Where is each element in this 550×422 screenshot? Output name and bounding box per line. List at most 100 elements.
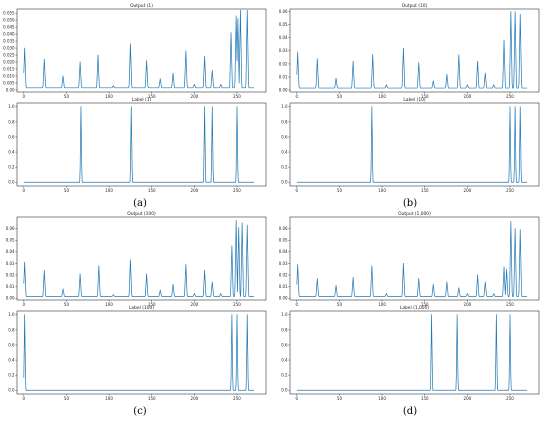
y-tick-label: 0.6 xyxy=(8,134,15,139)
x-tick-label: 0 xyxy=(296,302,299,307)
y-tick-label: 0.03 xyxy=(279,48,288,53)
x-tick-label: 100 xyxy=(378,302,386,307)
data-point xyxy=(514,228,516,229)
data-point xyxy=(371,106,373,108)
y-tick-label: 0.05 xyxy=(279,238,288,243)
y-tick-label: 0.00 xyxy=(6,296,15,301)
data-point xyxy=(237,18,239,20)
data-point xyxy=(231,314,233,316)
y-tick-label: 0.06 xyxy=(279,9,288,14)
x-tick-label: 0 xyxy=(23,94,26,99)
y-tick-label: 0.4 xyxy=(281,357,288,362)
y-tick-label: 0.05 xyxy=(279,22,288,27)
data-point xyxy=(493,293,495,294)
data-point xyxy=(418,62,420,63)
x-tick-label: 150 xyxy=(148,188,156,193)
data-point xyxy=(493,84,495,86)
x-tick-label: 200 xyxy=(464,396,472,401)
y-tick-label: 0.01 xyxy=(279,284,288,289)
data-point xyxy=(159,78,161,80)
x-tick-label: 200 xyxy=(464,94,472,99)
data-point xyxy=(62,288,64,290)
data-point xyxy=(297,264,299,265)
plot-frame xyxy=(289,310,540,395)
series-line xyxy=(23,314,255,391)
data-point xyxy=(194,293,195,294)
data-point xyxy=(204,106,205,108)
panel-title: Label (1,000) xyxy=(400,305,430,311)
y-tick-label: 0.04 xyxy=(279,249,288,254)
panel-title: Label (10) xyxy=(403,97,426,103)
x-tick-label: 0 xyxy=(296,94,299,99)
data-point xyxy=(246,314,248,316)
series-line xyxy=(296,221,528,297)
data-point xyxy=(503,40,505,41)
data-point xyxy=(519,229,521,231)
y-tick-label: 0.015 xyxy=(3,66,15,71)
data-point xyxy=(514,106,516,108)
data-point xyxy=(235,220,237,221)
y-tick-label: 0.00 xyxy=(279,87,288,92)
data-point xyxy=(211,70,213,71)
data-point xyxy=(236,106,238,108)
y-tick-label: 0.03 xyxy=(279,261,288,266)
chart-panel-4: Output (100) 0 50 100 150 200 250 0.00 0.01 0.02 0… xyxy=(6,211,267,307)
data-point xyxy=(146,273,147,275)
data-point xyxy=(185,264,187,265)
panel-title: Output (1,000) xyxy=(398,211,431,217)
plot-frame xyxy=(16,102,267,187)
data-point xyxy=(246,224,248,226)
data-point xyxy=(113,85,114,87)
y-tick-label: 0.0 xyxy=(8,388,15,393)
data-point xyxy=(79,273,81,275)
y-tick-label: 0.2 xyxy=(281,165,288,170)
y-tick-label: 0.055 xyxy=(3,11,15,16)
y-tick-label: 0.8 xyxy=(8,327,15,332)
plot-frame xyxy=(289,102,540,187)
data-point xyxy=(79,61,81,63)
x-tick-label: 250 xyxy=(233,396,241,401)
data-point xyxy=(113,294,114,296)
x-tick-label: 250 xyxy=(233,94,241,99)
y-tick-label: 0.03 xyxy=(6,261,15,266)
y-tick-label: 0.040 xyxy=(3,32,15,37)
data-point xyxy=(432,283,434,285)
x-tick-label: 100 xyxy=(378,94,386,99)
x-tick-label: 50 xyxy=(337,302,343,307)
data-point xyxy=(484,72,486,74)
y-tick-label: 0.4 xyxy=(8,357,15,362)
chart-panel-0: Output (1) 0 50 100 150 200 250 0.00 0.005 0.010 0… xyxy=(3,3,267,99)
caption-b: (b) xyxy=(403,198,417,209)
data-point xyxy=(418,278,420,279)
x-tick-label: 50 xyxy=(337,396,343,401)
data-point xyxy=(432,80,434,82)
y-tick-label: 0.030 xyxy=(3,45,15,50)
data-point xyxy=(458,54,460,56)
x-tick-label: 100 xyxy=(105,188,113,193)
y-tick-label: 1.0 xyxy=(281,312,288,317)
chart-panel-3: Label (10) 0 50 100 150 200 250 0.0 0.2 0.4 0.6 0.8… xyxy=(281,97,540,193)
data-point xyxy=(246,10,248,11)
data-point xyxy=(431,314,432,316)
y-tick-label: 0.0 xyxy=(281,180,288,185)
panel-title: Label (1) xyxy=(132,97,152,103)
data-point xyxy=(204,56,205,57)
x-tick-label: 150 xyxy=(148,396,156,401)
y-tick-label: 0.00 xyxy=(6,87,15,92)
y-tick-label: 0.6 xyxy=(281,342,288,347)
plot-frame xyxy=(16,216,267,301)
x-tick-label: 50 xyxy=(64,396,70,401)
x-tick-label: 250 xyxy=(233,188,241,193)
x-tick-label: 150 xyxy=(148,94,156,99)
panel-title: Label (100) xyxy=(129,305,154,311)
data-point xyxy=(230,32,232,34)
caption-a: (a) xyxy=(133,198,147,209)
data-point xyxy=(43,270,45,271)
data-point xyxy=(477,60,478,62)
y-tick-label: 0.4 xyxy=(8,149,15,154)
x-tick-label: 0 xyxy=(296,188,299,193)
data-point xyxy=(172,72,174,74)
data-point xyxy=(446,281,448,283)
panel-title: Output (100) xyxy=(127,211,156,217)
